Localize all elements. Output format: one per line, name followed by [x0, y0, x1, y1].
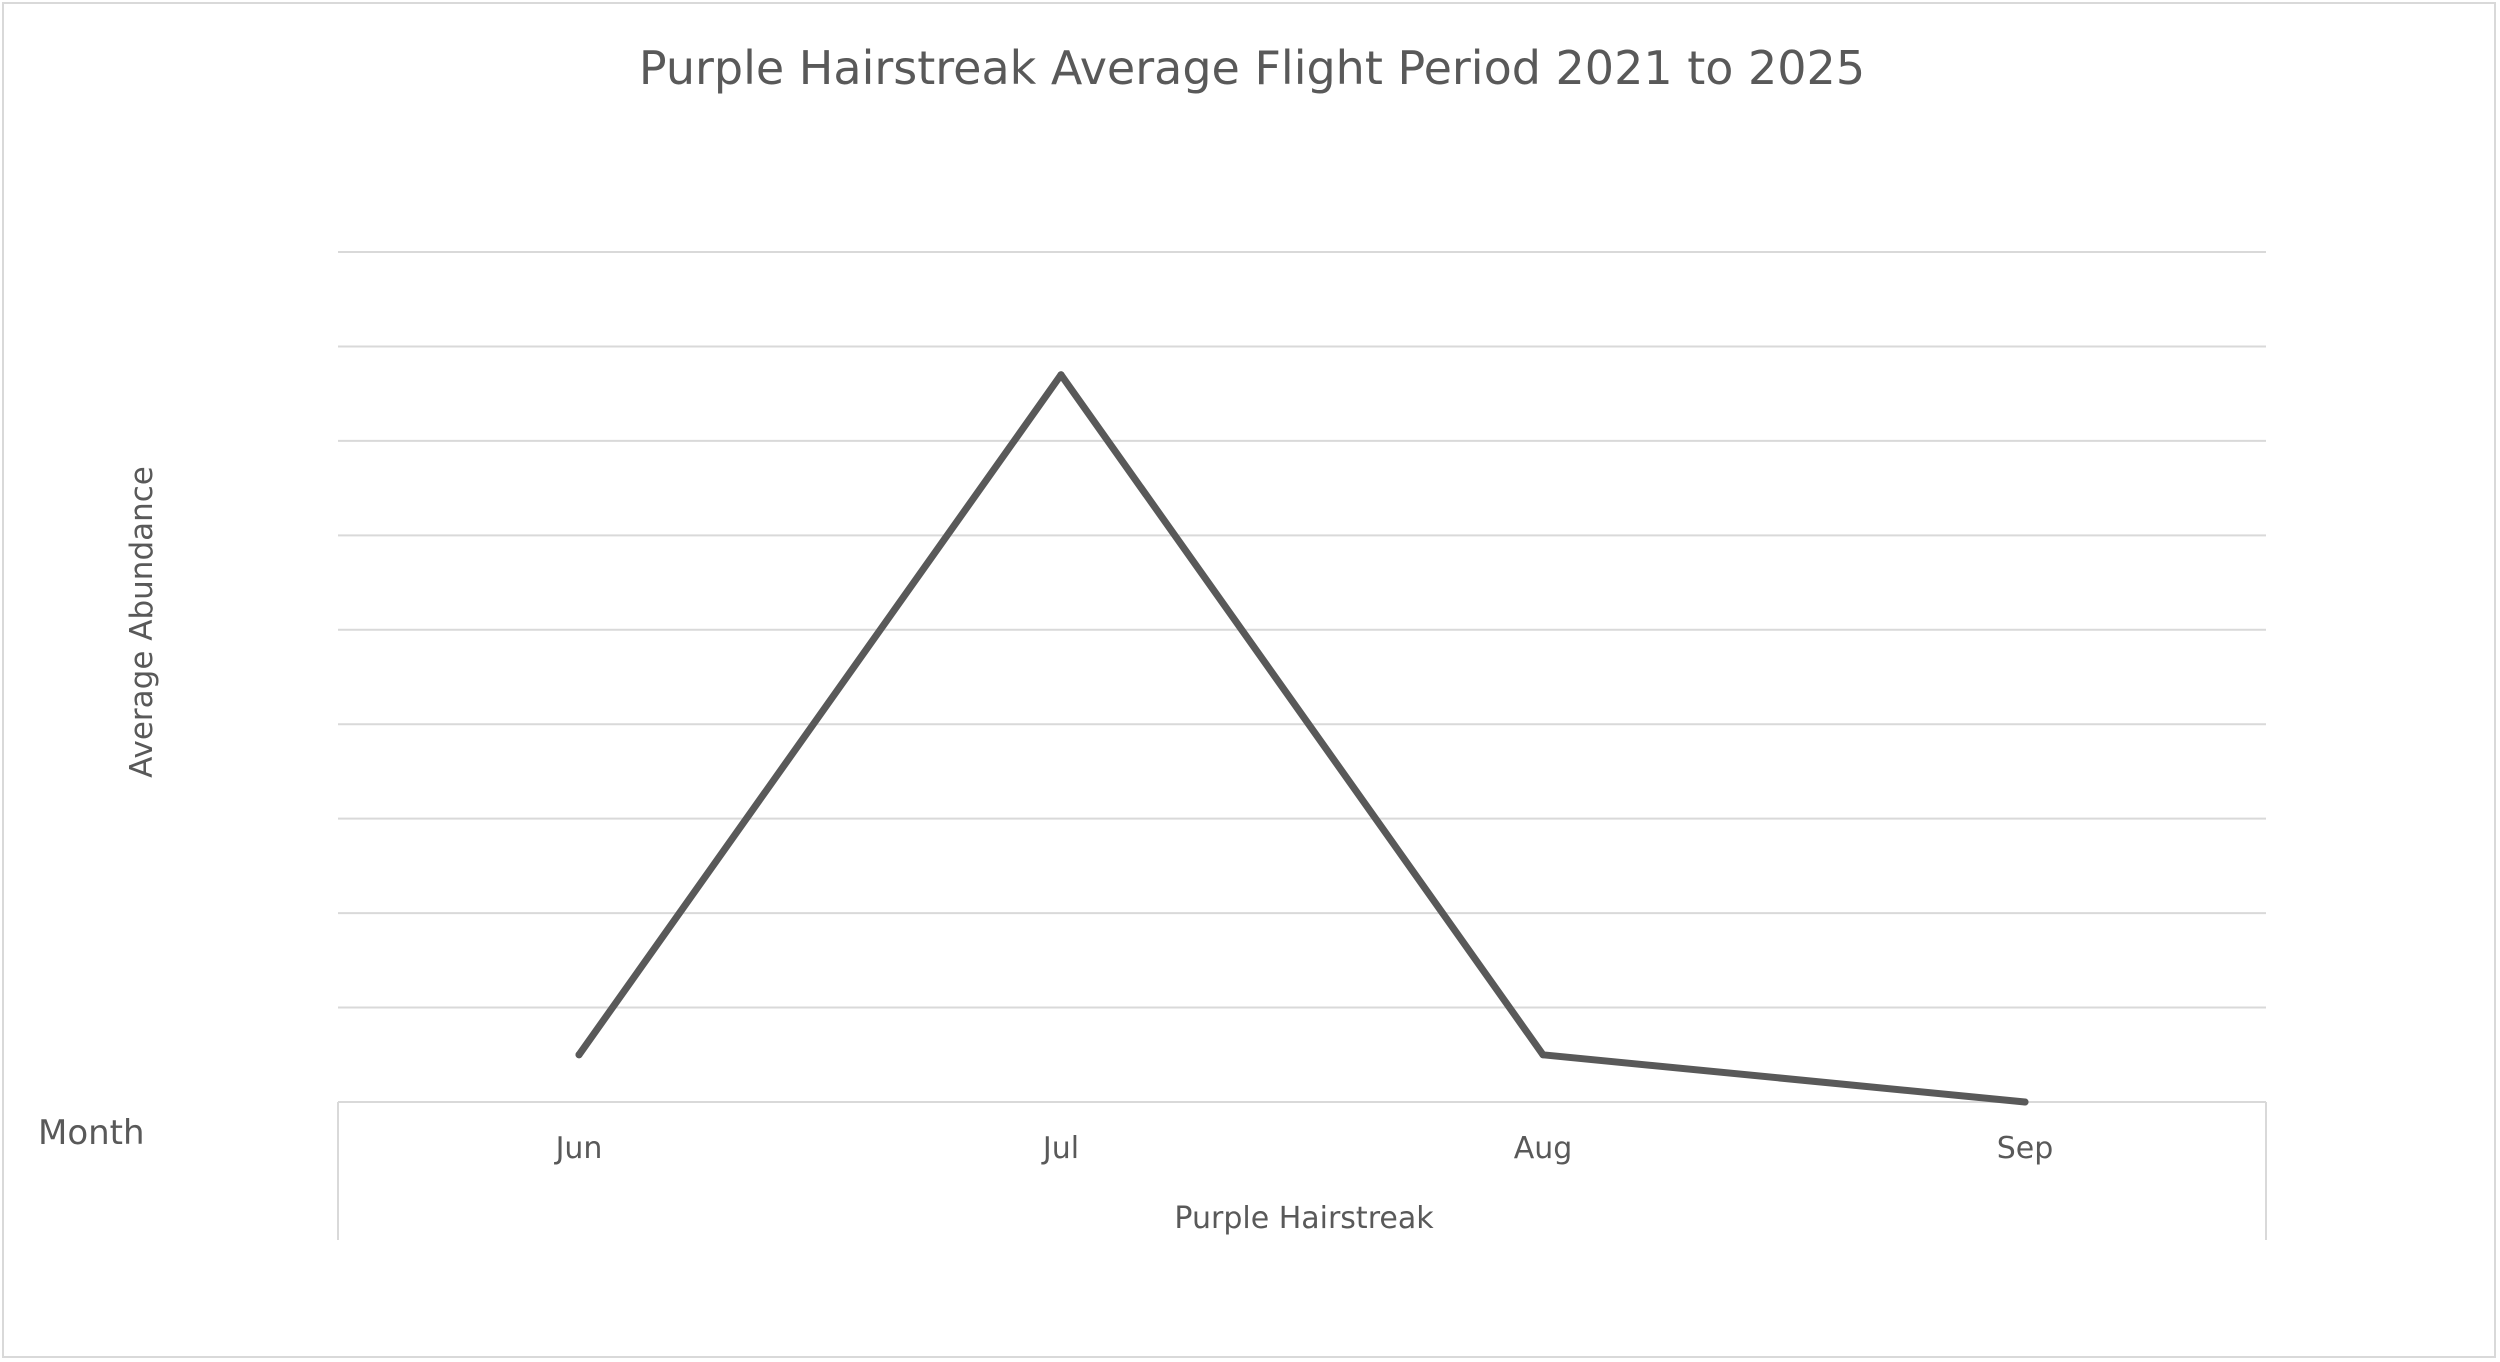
x-tick-labels: Jun Jul Aug Sep — [554, 1131, 2054, 1166]
x-tick-label: Aug — [1514, 1131, 1573, 1166]
data-point — [1057, 371, 1065, 379]
x-tick-label: Jul — [1041, 1131, 1079, 1166]
chart-title: Purple Hairstreak Average Flight Period … — [639, 41, 1865, 95]
x-axis-label: Purple Hairstreak — [1174, 1201, 1434, 1236]
x-axis — [337, 1101, 2267, 1240]
data-point — [1539, 1051, 1547, 1059]
category-field-label: Month — [38, 1113, 145, 1153]
chart-canvas: Purple Hairstreak Average Flight Period … — [38, 41, 2267, 1240]
y-axis-label: Average Abundance — [124, 466, 160, 778]
series-line — [575, 371, 2029, 1106]
series-line-group — [575, 371, 2029, 1106]
data-point — [2021, 1098, 2029, 1106]
x-tick-label: Jun — [554, 1131, 603, 1166]
data-point — [575, 1051, 583, 1059]
x-tick-label: Sep — [1997, 1131, 2054, 1166]
gridlines — [338, 251, 2266, 1009]
